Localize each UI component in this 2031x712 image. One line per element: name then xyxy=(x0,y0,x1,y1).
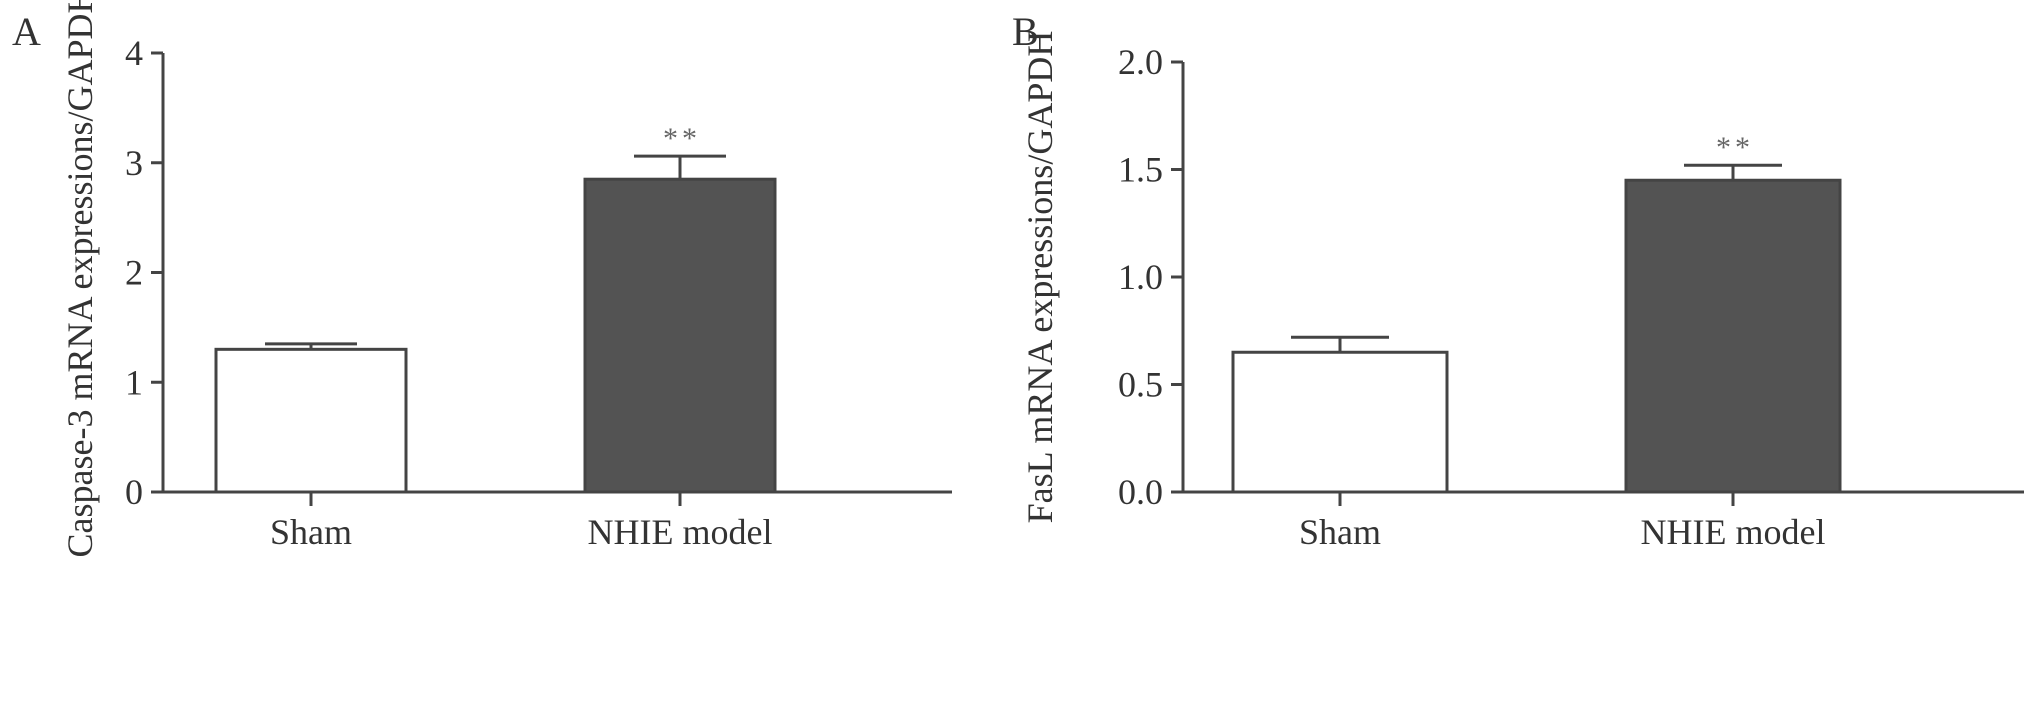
x-tick-label: Sham xyxy=(270,512,352,552)
y-tick-label: 2 xyxy=(125,253,143,293)
bar xyxy=(1231,350,1449,494)
panel-letter-b: B xyxy=(1012,9,1039,54)
bar xyxy=(214,347,408,494)
y-tick-label: 3 xyxy=(125,143,143,183)
chart-panel-b: B FasL mRNA expressions/GAPDH 0.0 0.5 1.0 1.… xyxy=(1010,0,2031,712)
y-tick-label: 0.0 xyxy=(1118,472,1163,512)
chart-b-svg: FasL mRNA expressions/GAPDH 0.0 0.5 1.0 1.5 2… xyxy=(1020,31,2024,552)
y-tick-label: 4 xyxy=(125,33,143,73)
bar xyxy=(1624,178,1842,494)
y-tick-label: 1.5 xyxy=(1118,150,1163,190)
y-tick-label: 0.5 xyxy=(1118,365,1163,405)
chart-panel-a: A Caspase-3 mRNA expressions/GAPDH 0 1 2 3 4 S… xyxy=(0,0,1010,712)
panel-letter-a: A xyxy=(12,9,41,54)
x-tick-label: Sham xyxy=(1299,512,1381,552)
y-tick-label: 1 xyxy=(125,362,143,402)
bar xyxy=(583,177,777,494)
y-axis-label: Caspase-3 mRNA expressions/GAPDH xyxy=(60,0,100,557)
y-tick-label: 0 xyxy=(125,472,143,512)
y-axis-label: FasL mRNA expressions/GAPDH xyxy=(1020,31,1060,524)
y-tick-label: 1.0 xyxy=(1118,257,1163,297)
y-tick-label: 2.0 xyxy=(1118,42,1163,82)
significance-marker: ** xyxy=(1716,131,1754,164)
x-tick-label: NHIE model xyxy=(588,512,773,552)
x-tick-label: NHIE model xyxy=(1641,512,1826,552)
chart-a-svg: Caspase-3 mRNA expressions/GAPDH 0 1 2 3 4 Sha… xyxy=(60,0,952,557)
significance-marker: ** xyxy=(663,122,701,155)
